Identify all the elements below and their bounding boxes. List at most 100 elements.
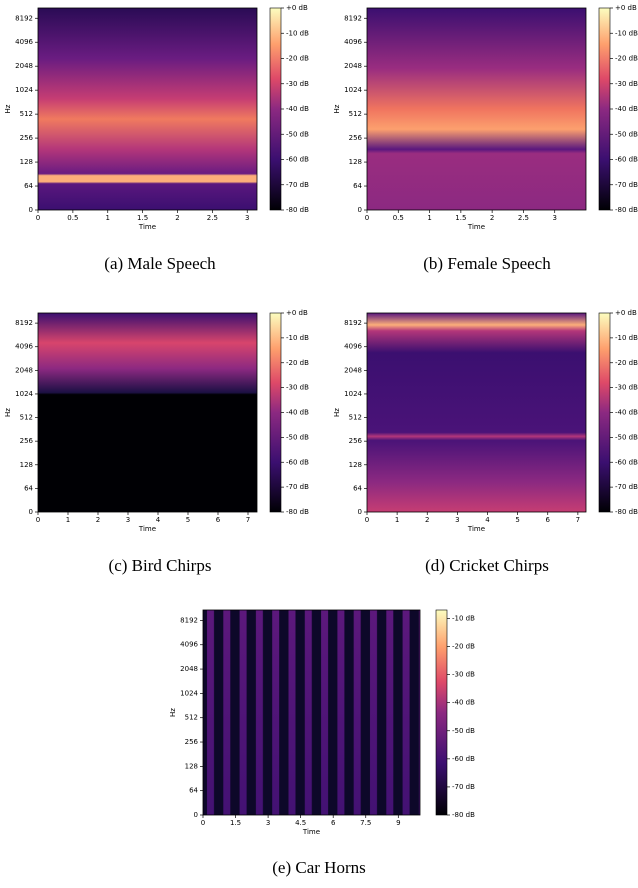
colorbar-tick-label: +0 dB [615, 309, 637, 317]
y-tick-label: 256 [20, 437, 34, 445]
y-tick-label: 0 [358, 508, 362, 516]
colorbar [436, 610, 447, 815]
y-tick-label: 0 [194, 811, 198, 819]
colorbar-tick-label: -60 dB [615, 156, 638, 164]
x-tick-label: 1 [395, 516, 399, 524]
x-tick-label: 7 [576, 516, 580, 524]
x-tick-label: 3 [126, 516, 130, 524]
y-tick-label: 128 [349, 461, 362, 469]
x-axis-label: Time [467, 525, 485, 533]
colorbar-tick-label: -40 dB [615, 105, 638, 113]
colorbar-tick-label: -30 dB [615, 80, 638, 88]
x-tick-label: 2 [96, 516, 100, 524]
colorbar-tick-label: -10 dB [615, 334, 638, 342]
y-tick-label: 8192 [15, 14, 33, 22]
colorbar [599, 313, 610, 512]
y-tick-label: 256 [349, 437, 363, 445]
y-tick-label: 4096 [180, 641, 198, 649]
x-tick-label: 4 [485, 516, 490, 524]
colorbar-tick-label: -70 dB [615, 181, 638, 189]
colorbar-tick-label: -60 dB [286, 458, 309, 466]
colorbar-tick-label: +0 dB [615, 4, 637, 12]
colorbar-tick-label: -50 dB [615, 433, 638, 441]
x-tick-label: 2 [175, 214, 179, 222]
y-tick-label: 8192 [15, 319, 33, 327]
colorbar [270, 313, 281, 512]
y-tick-label: 1024 [344, 86, 362, 94]
y-tick-label: 128 [20, 461, 33, 469]
colorbar-tick-label: -80 dB [286, 206, 309, 214]
y-axis-label: Hz [4, 408, 12, 417]
colorbar-tick-label: -80 dB [615, 206, 638, 214]
spectrogram-image [367, 313, 586, 512]
spectrogram-image [203, 610, 420, 815]
x-tick-label: 0.5 [393, 214, 404, 222]
colorbar-tick-label: -50 dB [286, 130, 309, 138]
caption: (a) Male Speech [104, 254, 216, 273]
x-tick-label: 1 [427, 214, 431, 222]
x-axis-label: Time [138, 525, 156, 533]
y-tick-label: 64 [353, 484, 362, 492]
x-tick-label: 3 [245, 214, 249, 222]
y-axis-label: Hz [333, 408, 341, 417]
y-tick-label: 8192 [344, 14, 362, 22]
x-tick-label: 0 [365, 516, 369, 524]
y-axis-label: Hz [4, 104, 12, 113]
y-tick-label: 64 [353, 182, 362, 190]
y-tick-label: 256 [349, 134, 363, 142]
colorbar-tick-label: -60 dB [286, 156, 309, 164]
x-tick-label: 1.5 [455, 214, 466, 222]
x-tick-label: 1 [106, 214, 110, 222]
y-tick-label: 512 [20, 414, 33, 422]
y-tick-label: 2048 [15, 366, 33, 374]
y-tick-label: 64 [24, 484, 33, 492]
colorbar-tick-label: -50 dB [286, 433, 309, 441]
colorbar-tick-label: -50 dB [452, 727, 475, 735]
spectrogram-image [38, 313, 257, 512]
y-tick-label: 1024 [344, 390, 362, 398]
y-tick-label: 64 [24, 182, 33, 190]
y-tick-label: 64 [189, 787, 198, 795]
colorbar-tick-label: -10 dB [452, 614, 475, 622]
colorbar-tick-label: -30 dB [452, 671, 475, 679]
caption: (d) Cricket Chirps [425, 556, 549, 575]
y-tick-label: 0 [29, 508, 33, 516]
x-tick-label: 6 [331, 819, 336, 827]
colorbar-tick-label: -40 dB [452, 699, 475, 707]
colorbar-tick-label: -20 dB [286, 359, 309, 367]
y-tick-label: 2048 [15, 62, 33, 70]
y-tick-label: 2048 [180, 665, 198, 673]
colorbar-tick-label: -80 dB [615, 508, 638, 516]
x-tick-label: 0 [365, 214, 369, 222]
y-tick-label: 1024 [15, 86, 33, 94]
x-tick-label: 0 [201, 819, 205, 827]
x-tick-label: 1 [66, 516, 70, 524]
y-axis-label: Hz [169, 708, 177, 717]
y-tick-label: 4096 [15, 343, 33, 351]
colorbar-tick-label: -40 dB [286, 105, 309, 113]
y-tick-label: 128 [20, 158, 33, 166]
spectrogram-image [367, 8, 586, 210]
x-tick-label: 2 [425, 516, 429, 524]
y-tick-label: 0 [358, 206, 362, 214]
x-tick-label: 4.5 [295, 819, 306, 827]
colorbar-tick-label: -40 dB [286, 409, 309, 417]
page: {"chart_data": [ {"type": "spectrogram",… [0, 0, 638, 884]
y-tick-label: 256 [20, 134, 34, 142]
y-tick-label: 128 [349, 158, 362, 166]
colorbar [599, 8, 610, 210]
y-tick-label: 4096 [15, 38, 33, 46]
colorbar-tick-label: -80 dB [452, 811, 475, 819]
x-tick-label: 2.5 [207, 214, 218, 222]
x-tick-label: 1.5 [230, 819, 241, 827]
colorbar-tick-label: -30 dB [615, 384, 638, 392]
y-tick-label: 128 [185, 762, 198, 770]
colorbar-tick-label: +0 dB [286, 309, 308, 317]
y-axis-label: Hz [333, 104, 341, 113]
colorbar-tick-label: -70 dB [286, 181, 309, 189]
colorbar-tick-label: -30 dB [286, 384, 309, 392]
x-tick-label: 7.5 [360, 819, 371, 827]
x-tick-label: 5 [515, 516, 519, 524]
caption: (b) Female Speech [423, 254, 551, 273]
colorbar-tick-label: -60 dB [615, 458, 638, 466]
